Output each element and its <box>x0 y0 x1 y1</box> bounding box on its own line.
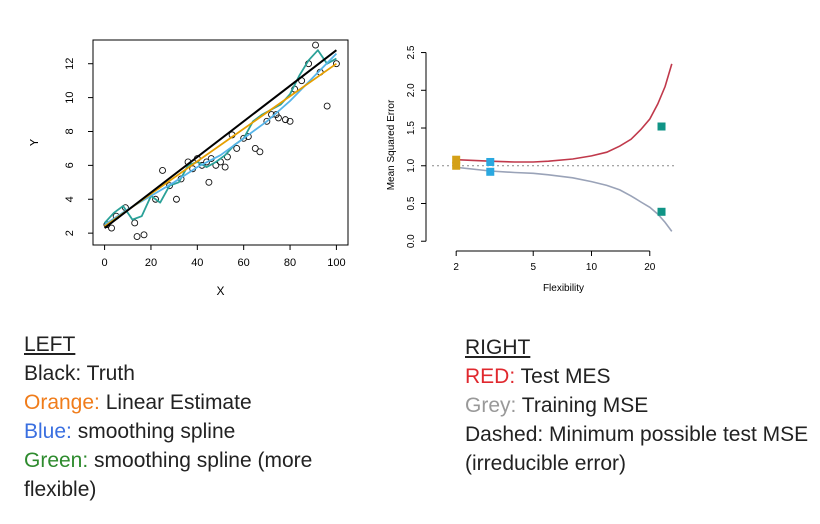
y-tick-label: 0.5 <box>406 196 417 210</box>
test-mse-curve <box>456 63 673 163</box>
y-tick-label: 1.0 <box>406 158 417 172</box>
y-tick-label: 12 <box>64 58 76 70</box>
data-point <box>312 41 319 49</box>
legend-left-item-orange: Orange: Linear Estimate <box>24 391 252 414</box>
data-point <box>108 224 115 232</box>
plot-frame <box>92 39 349 246</box>
data-point <box>159 167 166 174</box>
data-point <box>131 219 139 227</box>
data-point <box>166 182 173 190</box>
data-point <box>173 195 180 203</box>
data-point <box>251 144 259 152</box>
square-marker <box>452 161 461 170</box>
x-tick-label: 5 <box>530 262 536 273</box>
left-scatter-chart: 0 20 40 60 80 100 2 4 6 8 10 12 X Y <box>30 39 349 298</box>
legend-right-heading: RIGHT <box>465 336 531 359</box>
training-mse-curve <box>456 166 673 232</box>
y-axis-label: Mean Squared Error <box>386 99 397 190</box>
y-tick-label: 8 <box>64 128 76 134</box>
x-tick-label: 60 <box>238 257 250 269</box>
data-point <box>332 60 340 68</box>
data-point <box>221 163 229 171</box>
y-tick-label: 1.5 <box>406 121 417 135</box>
x-tick-label: 2 <box>453 262 459 273</box>
data-point <box>275 114 282 122</box>
legend-left-item-black: Black: Truth <box>24 362 135 385</box>
data-point <box>140 231 148 239</box>
square-marker <box>657 207 666 216</box>
x-tick-label: 20 <box>644 262 656 273</box>
data-point <box>323 102 331 110</box>
data-point <box>263 117 271 125</box>
legend-left-item-blue: Blue: smoothing spline <box>24 420 236 443</box>
x-tick-label: 10 <box>586 262 598 273</box>
y-tick-label: 10 <box>64 91 76 103</box>
legend-right-item-dashed: Dashed: Minimum possible test MSE (irred… <box>465 423 809 475</box>
legend-left: LEFT Black: Truth Orange: Linear Estimat… <box>24 330 384 504</box>
y-tick-label: 2.0 <box>406 83 417 97</box>
data-point <box>152 195 160 203</box>
square-marker <box>657 122 666 131</box>
x-tick-label: 100 <box>327 257 345 269</box>
smoothing-spline-line <box>104 52 338 226</box>
y-tick-label: 4 <box>64 196 76 202</box>
x-tick-label: 20 <box>145 257 157 269</box>
data-point <box>286 117 294 125</box>
data-point <box>240 134 248 142</box>
truth-line <box>103 49 338 229</box>
data-point <box>203 158 211 166</box>
data-point <box>272 111 280 118</box>
x-axis-label: Flexibility <box>543 283 584 294</box>
data-point <box>205 178 213 186</box>
legend-left-heading: LEFT <box>24 333 76 356</box>
y-tick-label: 6 <box>64 162 76 168</box>
legend-right-item-red: RED: Test MES <box>465 365 611 388</box>
y-tick-label: 2.5 <box>406 45 417 59</box>
y-tick-label: 0.0 <box>406 234 417 248</box>
x-axis-label: X <box>216 284 224 298</box>
x-tick-label: 40 <box>191 257 203 269</box>
square-marker <box>486 157 495 166</box>
data-point <box>256 148 264 156</box>
y-tick-label: 2 <box>64 230 76 236</box>
legend-right-item-grey: Grey: Training MSE <box>465 394 649 417</box>
square-marker <box>452 155 461 164</box>
square-marker <box>486 167 495 176</box>
x-tick-label: 80 <box>284 257 296 269</box>
data-point <box>281 116 289 124</box>
right-mse-chart: 2 5 10 20 0.0 0.5 1.0 1.5 2.0 2.5 Flexibility Mean … <box>386 45 675 294</box>
x-tick-label: 0 <box>102 257 108 269</box>
y-axis-label: Y <box>30 138 41 146</box>
legend-left-item-green: Green: smoothing spline (more flexible) <box>24 449 313 501</box>
data-point <box>133 233 141 240</box>
data-point <box>233 144 241 152</box>
legend-right: RIGHT RED: Test MES Grey: Training MSE D… <box>465 333 815 478</box>
